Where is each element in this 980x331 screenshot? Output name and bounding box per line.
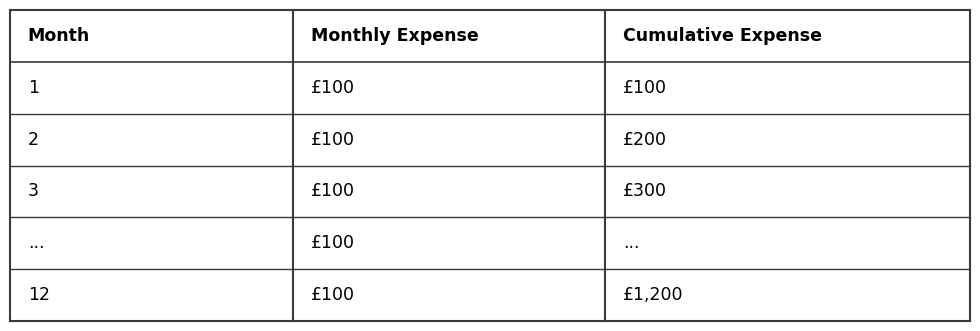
Bar [293, 217, 606, 269]
Bar [293, 10, 606, 62]
Text: ...: ... [623, 234, 639, 252]
Text: £200: £200 [623, 131, 666, 149]
Text: 1: 1 [27, 79, 38, 97]
Bar [606, 10, 970, 62]
Text: £100: £100 [623, 79, 666, 97]
Bar [10, 62, 293, 114]
Text: 2: 2 [27, 131, 38, 149]
Text: Month: Month [27, 27, 90, 45]
Bar [293, 269, 606, 321]
Bar [10, 166, 293, 217]
Bar [10, 114, 293, 166]
Bar [606, 62, 970, 114]
Text: £1,200: £1,200 [623, 286, 683, 304]
Text: Cumulative Expense: Cumulative Expense [623, 27, 822, 45]
Text: £100: £100 [311, 182, 355, 200]
Bar [10, 217, 293, 269]
Text: £100: £100 [311, 131, 355, 149]
Bar [10, 10, 293, 62]
Bar [606, 166, 970, 217]
Text: Monthly Expense: Monthly Expense [311, 27, 478, 45]
Bar [606, 269, 970, 321]
Text: 3: 3 [27, 182, 38, 200]
Bar [293, 166, 606, 217]
Bar [606, 114, 970, 166]
Text: ...: ... [27, 234, 44, 252]
Text: £100: £100 [311, 234, 355, 252]
Bar [606, 217, 970, 269]
Bar [293, 114, 606, 166]
Text: £100: £100 [311, 79, 355, 97]
Text: £100: £100 [311, 286, 355, 304]
Text: 12: 12 [27, 286, 50, 304]
Text: £300: £300 [623, 182, 666, 200]
Bar [293, 62, 606, 114]
Bar [10, 269, 293, 321]
